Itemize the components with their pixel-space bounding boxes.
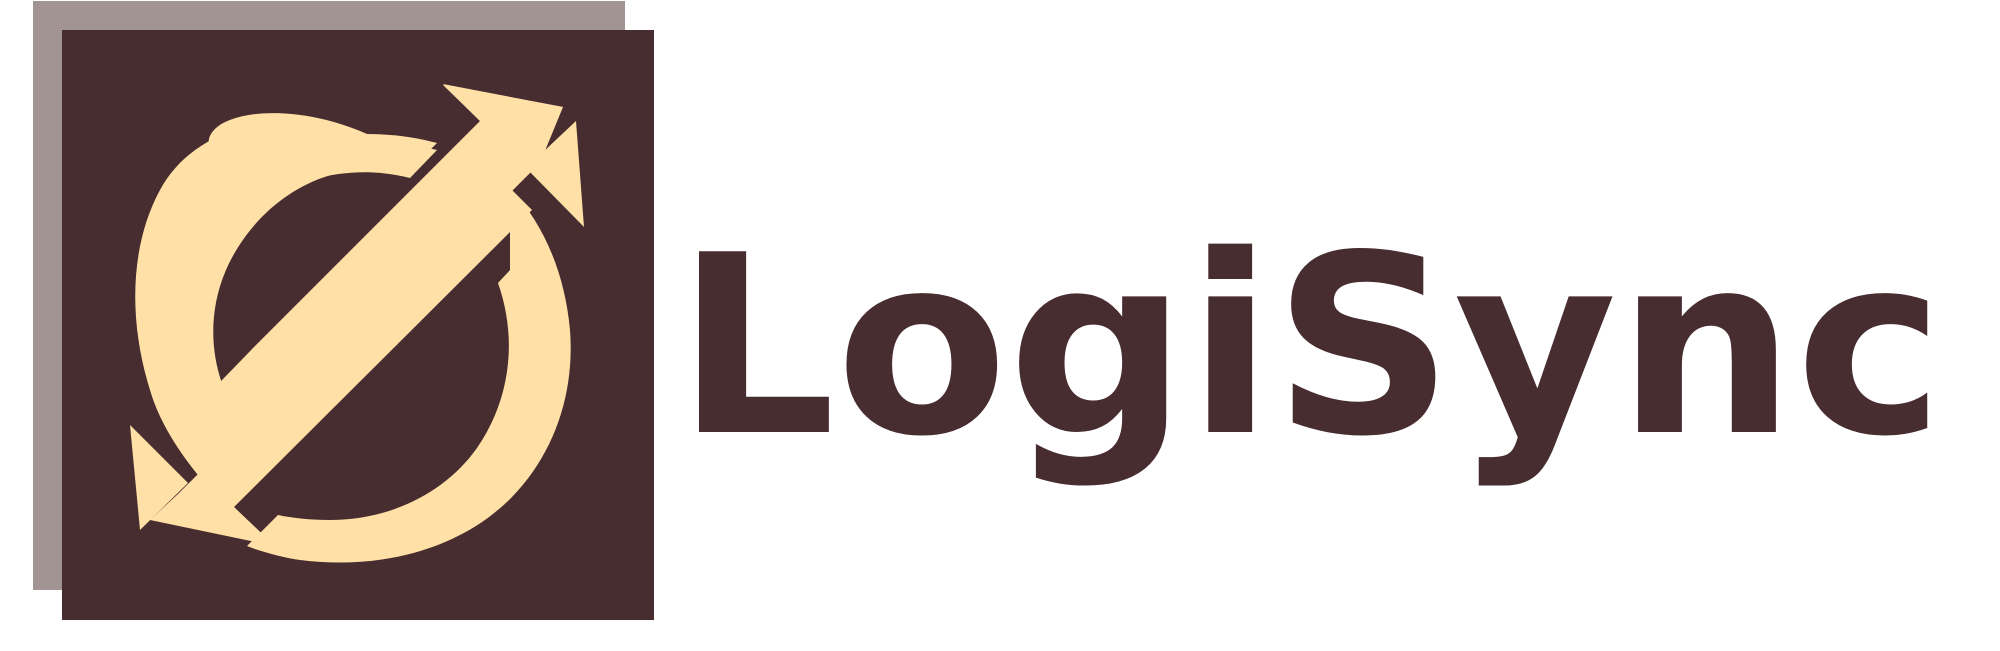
upper-band-shape	[135, 121, 437, 492]
sync-arrows-icon	[130, 84, 584, 563]
bottom-left-arrow-tip	[130, 425, 188, 530]
top-right-arrowhead	[443, 84, 563, 143]
top-right-arrow-tip	[526, 121, 584, 227]
lower-diagonal-band	[150, 178, 532, 546]
brand-wordmark: LogiSync	[676, 203, 1944, 491]
lower-band-shape	[247, 188, 571, 563]
